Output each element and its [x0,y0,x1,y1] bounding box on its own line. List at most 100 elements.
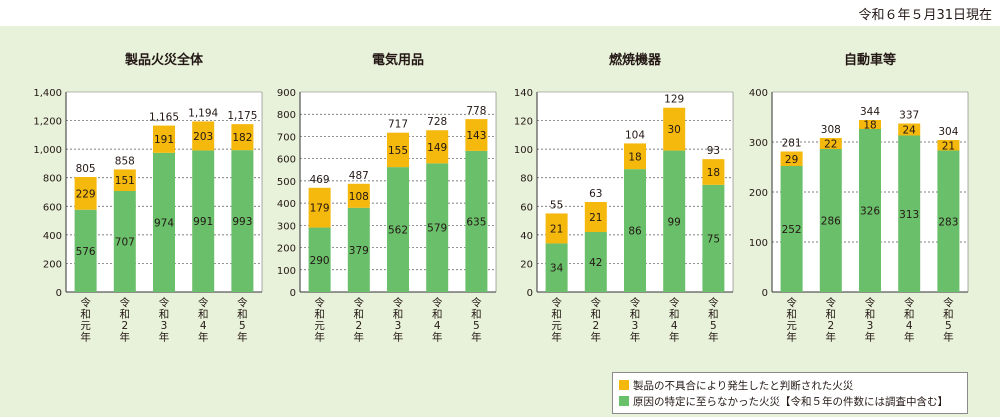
bar-product-defect [545,213,568,244]
data-label-total: 487 [349,170,369,182]
bar-product-defect [780,151,803,166]
y-tick-label: 0 [527,288,533,299]
chart-2: 電気用品010020030040050060070080090029017946… [277,52,497,344]
x-tick-char: 和 [198,309,209,321]
bar-unknown-cause [113,191,136,292]
x-tick-char: 令 [943,296,954,309]
x-tick-char: 令 [314,296,325,309]
data-label-product-defect: 18 [628,151,641,163]
x-tick-char: 年 [471,331,482,344]
bar-unknown-cause [387,167,409,292]
legend-swatch-defect [619,380,629,390]
x-tick-char: 5 [945,320,952,332]
y-tick-label: 400 [749,88,768,99]
bar-unknown-cause [231,150,254,292]
bar-product-defect [584,202,607,232]
bar-unknown-cause [192,150,215,292]
x-tick-char: 年 [904,331,915,344]
data-label-product-defect: 29 [785,154,798,166]
y-tick-label: 800 [43,174,62,185]
x-tick-char: 3 [632,320,639,332]
bar-product-defect [663,107,686,151]
y-tick-label: 200 [43,259,62,270]
x-tick-char: 5 [710,320,717,332]
x-tick-char: 和 [904,309,915,321]
bar-product-defect [153,125,175,153]
legend-swatch-unknown [619,396,629,406]
chart-3: 燃焼機器020406080100120140342155令和元年422163令和… [514,52,734,344]
x-tick-char: 和 [591,309,602,321]
data-label-unknown-cause: 974 [154,217,174,229]
x-tick-char: 元 [314,320,325,332]
data-label-unknown-cause: 313 [899,209,919,221]
y-tick-label: 40 [520,231,533,242]
data-label-total: 337 [899,110,919,122]
x-tick-char: 令 [471,296,482,309]
x-tick-char: 令 [904,296,915,309]
x-tick-char: 3 [395,320,402,332]
chart-title: 自動車等 [844,52,896,68]
x-tick-char: 令 [198,296,209,309]
bar-unknown-cause [545,243,568,292]
data-label-total: 304 [938,126,958,138]
x-tick-char: 年 [591,331,602,344]
bar-product-defect [624,143,646,170]
data-label-unknown-cause: 286 [821,216,841,228]
x-tick-char: 年 [865,331,876,344]
data-label-unknown-cause: 42 [589,257,602,269]
date-note: 令和６年５月31日現在 [858,8,992,23]
x-tick-char: 年 [393,331,404,344]
data-label-unknown-cause: 290 [310,255,330,267]
x-tick-char: 令 [591,296,602,309]
bar-unknown-cause [780,166,803,292]
data-label-unknown-cause: 635 [466,216,486,228]
data-label-product-defect: 22 [824,139,837,151]
chart-title: 電気用品 [372,52,424,68]
chart-title: 製品火災全体 [124,52,204,68]
data-label-total: 1,194 [188,107,218,119]
y-tick-label: 1,400 [33,88,62,99]
data-label-total: 129 [664,94,684,106]
x-tick-char: 年 [80,331,91,344]
y-tick-label: 300 [277,221,296,232]
data-label-total: 469 [310,174,330,186]
x-tick-char: 令 [237,296,248,309]
x-tick-char: 年 [943,331,954,344]
x-tick-char: 和 [943,309,954,321]
data-label-product-defect: 18 [707,167,720,179]
legend-item-unknown: 原因の特定に至らなかった火災【令和５年の件数には調査中含む】 [619,393,961,409]
bar-product-defect [465,119,488,151]
data-label-total: 728 [427,116,447,128]
x-tick-char: 和 [551,309,562,321]
x-tick-char: 2 [827,320,834,332]
y-tick-label: 1,000 [33,145,62,156]
legend: 製品の不具合により発生したと判断された火災 原因の特定に至らなかった火災【令和５… [612,372,968,414]
data-label-unknown-cause: 252 [782,224,802,236]
bar-product-defect [231,124,254,151]
data-label-total: 308 [821,124,841,136]
bar-product-defect [859,120,881,129]
data-label-total: 805 [76,163,96,175]
x-tick-char: 和 [826,309,837,321]
x-tick-char: 年 [786,331,797,344]
data-label-unknown-cause: 579 [427,223,447,235]
bar-product-defect [74,177,97,210]
x-tick-char: 年 [237,331,248,344]
y-tick-label: 120 [514,117,533,128]
x-tick-char: 2 [121,320,128,332]
data-label-product-defect: 182 [232,132,252,144]
y-tick-label: 600 [277,155,296,166]
bar-unknown-cause [663,150,686,292]
y-tick-label: 500 [277,177,296,188]
y-tick-label: 140 [514,88,533,99]
y-tick-label: 200 [277,244,296,255]
